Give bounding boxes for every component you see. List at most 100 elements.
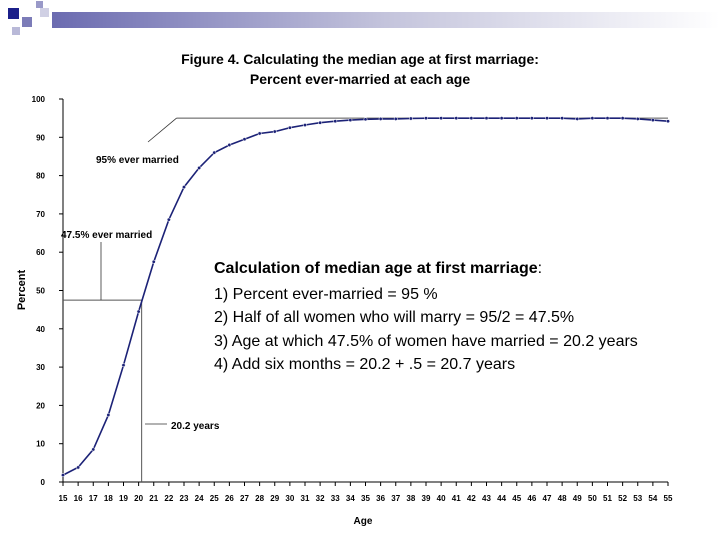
chart-title: Figure 4. Calculating the median age at …: [181, 51, 539, 67]
x-tick-label: 21: [149, 494, 158, 503]
x-tick-label: 45: [512, 494, 521, 503]
calc-line-4: 4) Add six months = 20.2 + .5 = 20.7 yea…: [214, 356, 516, 373]
corner-decoration: [8, 1, 720, 35]
calc-title: Calculation of median age at first marri…: [214, 260, 543, 277]
chart-subtitle: Percent ever-married at each age: [249, 71, 471, 87]
x-tick-label: 39: [422, 494, 431, 503]
x-tick-label: 36: [376, 494, 385, 503]
corner-square: [22, 17, 32, 27]
y-axis-title: Percent: [16, 269, 28, 310]
data-point: [454, 116, 459, 121]
data-point: [590, 116, 595, 121]
x-tick-label: 28: [255, 494, 264, 503]
corner-square: [36, 1, 43, 8]
x-tick-label: 49: [573, 494, 582, 503]
calc-title-text: Calculation of median age at first marri…: [214, 260, 538, 277]
x-tick-label: 33: [331, 494, 340, 503]
data-point: [212, 150, 217, 155]
x-tick-label: 25: [210, 494, 219, 503]
corner-square: [40, 8, 49, 17]
x-tick-label: 34: [346, 494, 355, 503]
data-point: [106, 413, 111, 417]
y-tick-label: 10: [36, 440, 45, 449]
data-point: [439, 116, 444, 121]
x-tick-label: 44: [497, 494, 506, 503]
data-point: [272, 129, 277, 134]
data-point: [121, 363, 126, 368]
x-tick-label: 53: [633, 494, 642, 503]
x-tick-label: 20: [134, 494, 143, 503]
callout-47-5-label: 47.5% ever married: [61, 230, 152, 241]
callout-pointer-95: [147, 117, 177, 143]
callout-20-2-label: 20.2 years: [171, 421, 220, 432]
x-tick-label: 23: [180, 494, 189, 503]
x-tick-label: 48: [558, 494, 567, 503]
data-point: [545, 116, 549, 121]
x-tick-label: 37: [391, 494, 400, 503]
calc-line-2: 2) Half of all women who will marry = 95…: [214, 309, 575, 326]
data-point: [575, 116, 580, 121]
data-point: [469, 116, 474, 121]
data-point: [378, 116, 383, 121]
x-tick-label: 29: [270, 494, 279, 503]
x-tick-label: 41: [452, 494, 461, 503]
data-point: [287, 125, 292, 130]
x-tick-label: 46: [527, 494, 536, 503]
data-point: [363, 117, 368, 122]
x-tick-label: 16: [74, 494, 83, 503]
x-tick-label: 17: [89, 494, 98, 503]
data-point: [560, 116, 565, 121]
x-tick-label: 40: [437, 494, 446, 503]
callout-95-label: 95% ever married: [96, 155, 179, 166]
y-tick-label: 90: [36, 133, 45, 142]
data-point: [61, 473, 65, 478]
x-tick-label: 15: [59, 494, 68, 503]
x-tick-label: 47: [543, 494, 552, 503]
corner-square: [12, 27, 20, 35]
x-tick-label: 22: [164, 494, 173, 503]
data-point: [514, 116, 519, 121]
data-point: [529, 116, 534, 121]
data-point: [499, 116, 504, 121]
y-tick-label: 40: [36, 325, 45, 334]
data-point: [242, 137, 247, 142]
calc-line-1: 1) Percent ever-married = 95 %: [214, 286, 438, 303]
data-point: [182, 185, 186, 190]
x-tick-label: 52: [618, 494, 627, 503]
x-tick-label: 27: [240, 494, 249, 503]
corner-gradient-bar: [52, 12, 720, 28]
x-tick-label: 19: [119, 494, 128, 503]
data-point: [76, 465, 81, 470]
data-point: [303, 123, 307, 127]
data-point: [318, 120, 323, 125]
x-tick-label: 18: [104, 494, 113, 503]
data-point: [166, 217, 171, 222]
x-tick-label: 38: [406, 494, 415, 503]
y-tick-label: 50: [36, 287, 45, 296]
y-tick-label: 70: [36, 210, 45, 219]
x-tick-label: 35: [361, 494, 370, 503]
data-point: [620, 116, 625, 121]
data-point: [197, 165, 202, 170]
data-point: [635, 116, 640, 121]
data-point: [91, 447, 96, 452]
data-point: [151, 259, 156, 264]
x-tick-label: 51: [603, 494, 612, 503]
data-point: [348, 118, 353, 123]
data-point: [650, 118, 655, 123]
data-point: [257, 131, 262, 136]
data-point: [408, 116, 413, 121]
calc-line-3: 3) Age at which 47.5% of women have marr…: [214, 333, 638, 350]
data-point: [666, 119, 670, 124]
x-tick-label: 31: [301, 494, 310, 503]
data-point: [484, 116, 489, 121]
x-tick-label: 30: [285, 494, 294, 503]
y-tick-label: 100: [32, 95, 46, 104]
data-point: [333, 119, 338, 124]
data-point: [605, 116, 610, 121]
data-point: [227, 143, 232, 147]
corner-square: [8, 8, 19, 19]
x-tick-label: 26: [225, 494, 234, 503]
y-tick-label: 30: [36, 363, 45, 372]
